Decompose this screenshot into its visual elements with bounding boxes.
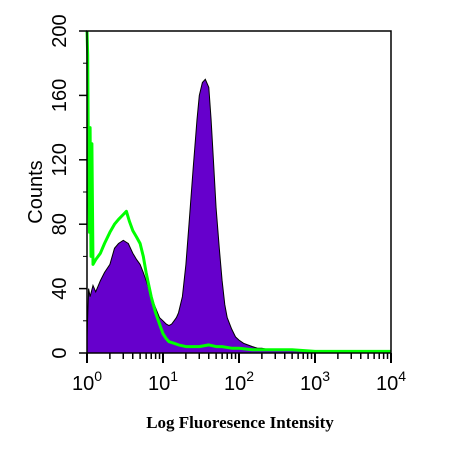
x-tick-exponent: 0: [94, 368, 102, 384]
histogram-outline-series: [85, 30, 391, 353]
x-tick-base: 10: [224, 373, 246, 395]
x-tick-label: 104: [376, 368, 406, 395]
histogram-filled-series: [86, 78, 392, 354]
x-tick-label: 101: [148, 368, 178, 395]
x-tick-base: 10: [72, 373, 94, 395]
x-tick-base: 10: [376, 373, 398, 395]
x-tick-base: 10: [300, 373, 322, 395]
x-tick-exponent: 2: [246, 368, 254, 384]
x-axis-label: Log Fluoresence Intensity: [146, 413, 334, 432]
y-tick-label: 160: [49, 79, 71, 112]
y-tick-label: 80: [49, 213, 71, 235]
x-tick-exponent: 4: [398, 368, 406, 384]
x-tick-label: 103: [300, 368, 330, 395]
x-tick-base: 10: [148, 373, 170, 395]
y-tick-label: 200: [49, 14, 71, 47]
plot-marks: [85, 30, 392, 354]
x-tick-label: 102: [224, 368, 254, 395]
y-tick-label: 0: [49, 347, 71, 358]
x-tick-exponent: 3: [322, 368, 330, 384]
x-tick-exponent: 1: [170, 368, 178, 384]
y-tick-label: 120: [49, 143, 71, 176]
y-tick-label: 40: [49, 277, 71, 299]
y-axis-label: Counts: [25, 160, 47, 223]
x-tick-label: 100: [72, 368, 102, 395]
x-axis-ticks: 100 101 102 103 104: [72, 353, 406, 395]
y-axis-ticks: 0 40 80 120 160 200: [49, 14, 87, 359]
